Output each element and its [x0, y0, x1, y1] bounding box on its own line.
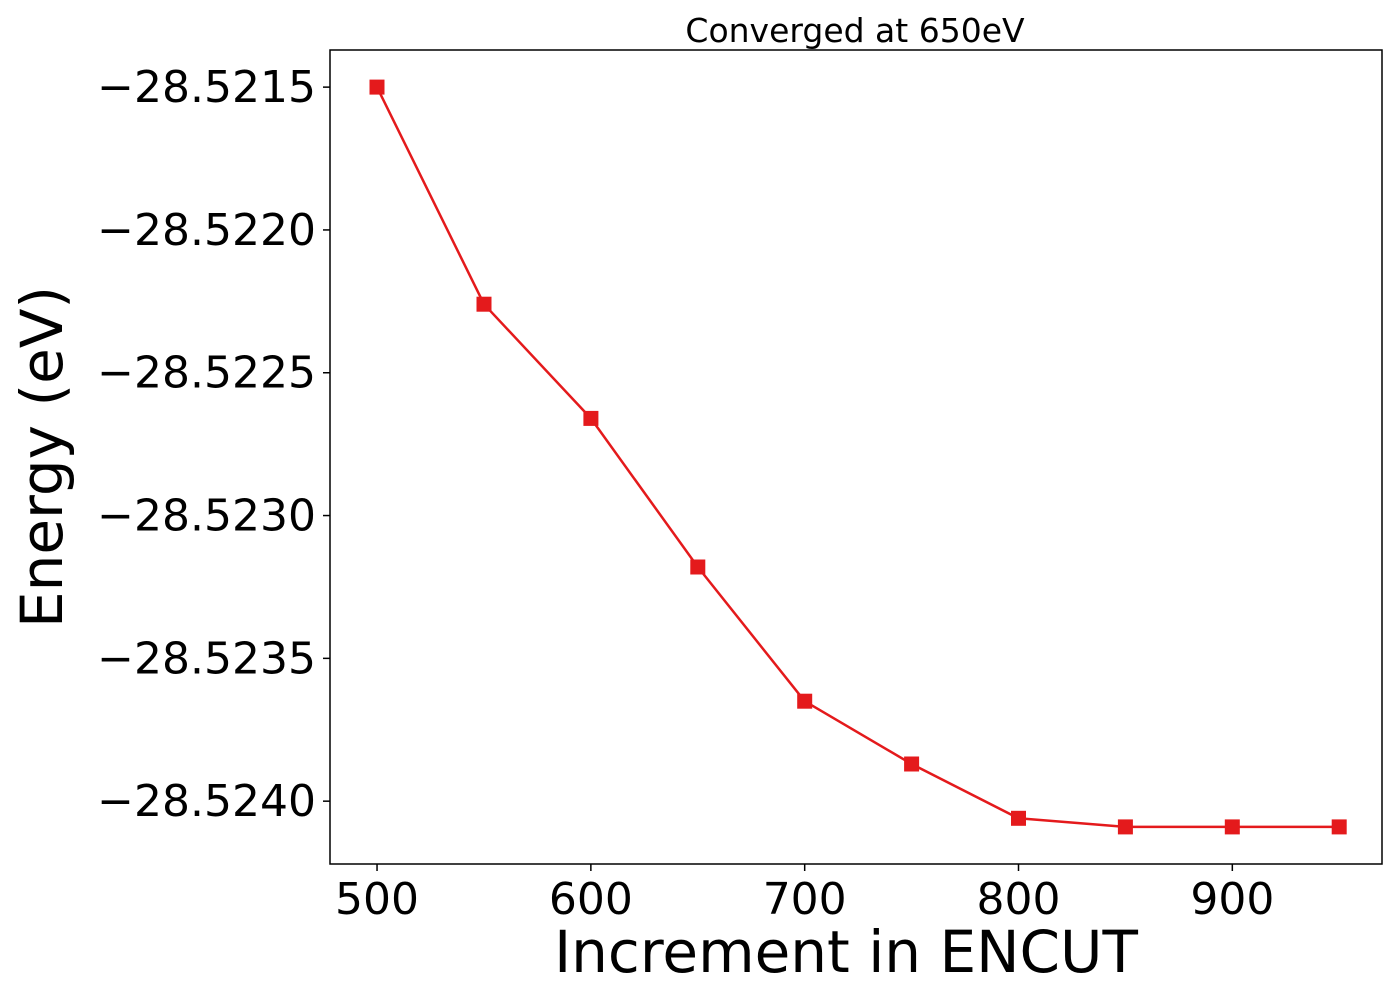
y-tick-label: −28.5240 [97, 776, 316, 827]
data-point-marker [1331, 819, 1347, 835]
x-tick-label: 700 [763, 874, 847, 925]
data-point-marker [583, 410, 599, 426]
y-tick-label: −28.5230 [97, 491, 316, 542]
data-point-marker [904, 756, 920, 772]
x-tick-label: 600 [549, 874, 633, 925]
y-tick-label: −28.5220 [97, 205, 316, 256]
x-tick-label: 900 [1190, 874, 1274, 925]
data-point-marker [690, 559, 706, 575]
data-point-marker [1224, 819, 1240, 835]
x-axis-label: Increment in ENCUT [554, 918, 1138, 986]
y-tick-label: −28.5235 [97, 633, 316, 684]
x-tick-label: 800 [977, 874, 1061, 925]
series-layer [369, 79, 1347, 835]
y-tick-label: −28.5225 [97, 348, 316, 399]
x-axis-ticks: 500 600 700 800 900 [335, 864, 1274, 925]
y-axis-label: Energy (eV) [8, 286, 76, 628]
chart-title: Converged at 650eV [685, 11, 1025, 50]
plot-area-frame [329, 49, 1383, 865]
data-point-marker [1011, 810, 1026, 826]
x-tick-label: 500 [335, 874, 419, 925]
data-point-marker [1117, 819, 1133, 835]
y-tick-label: −28.5215 [97, 62, 316, 113]
data-point-marker [369, 79, 385, 95]
data-point-marker [476, 296, 492, 312]
y-axis-ticks: −28.5215 −28.5220 −28.5225 −28.5230 −28.5235… [97, 62, 330, 827]
series-line [375, 86, 1340, 829]
data-point-marker [797, 693, 813, 709]
